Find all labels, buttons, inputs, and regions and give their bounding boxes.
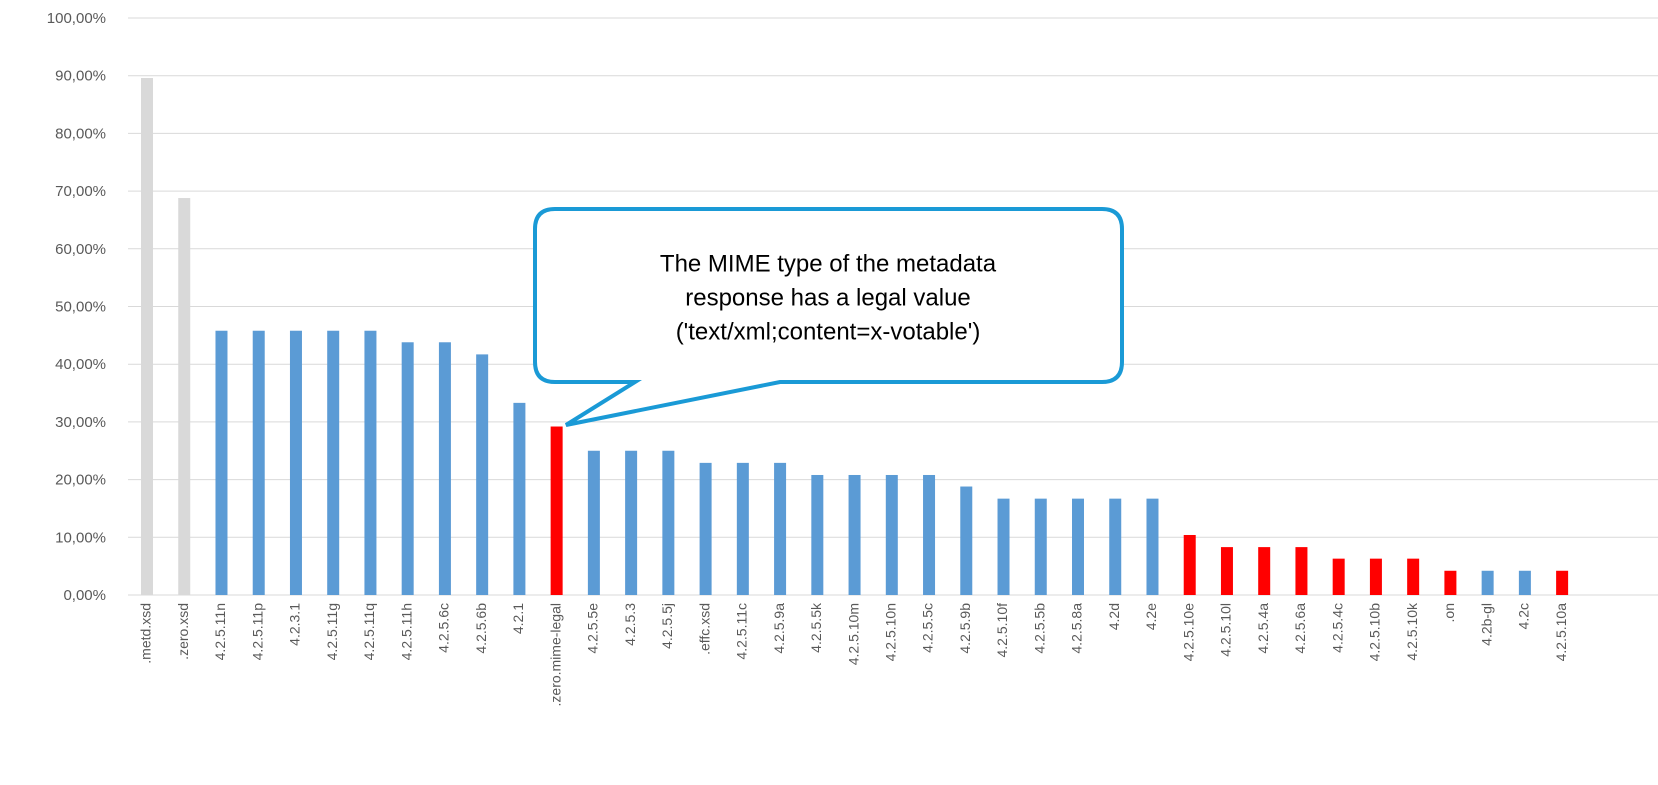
bar [1183, 534, 1196, 595]
x-tick-label: 4.2.5.5e [585, 603, 601, 654]
bar [252, 330, 265, 595]
bar [1518, 570, 1531, 595]
bar [1556, 570, 1569, 595]
bar [1146, 498, 1159, 595]
x-tick-label: .zero.mime-legal [547, 603, 563, 706]
x-tick-label: 4.2.3.1 [287, 603, 303, 646]
x-tick-label: 4.2.5.11n [212, 603, 228, 660]
x-tick-label: 4.2.5.11q [361, 603, 377, 660]
x-tick-label: 4.2.5.11h [398, 603, 414, 660]
y-tick-label: 50,00% [55, 298, 106, 315]
callout-box [533, 207, 1124, 427]
bar [1481, 570, 1494, 595]
x-tick-label: 4.2.5.9a [771, 603, 787, 654]
bar [1369, 558, 1382, 595]
bar [997, 498, 1010, 595]
y-tick-label: 0,00% [63, 587, 106, 604]
bar [699, 462, 712, 595]
x-tick-label: 4.2.5.10n [883, 603, 899, 661]
bar [364, 330, 377, 595]
x-tick-label: 4.2.5.5c [920, 603, 936, 653]
bar [1444, 570, 1457, 595]
y-tick-label: 70,00% [55, 183, 106, 200]
x-tick-label: .zero.xsd [175, 603, 191, 660]
bar [1258, 547, 1271, 595]
x-tick-label: 4.2.5.10a [1553, 603, 1569, 662]
bar [141, 78, 153, 596]
x-tick-label: 4.2.5.11c [734, 603, 750, 660]
x-tick-label: 4.2.5.6a [1292, 603, 1308, 654]
bar [401, 342, 414, 595]
x-tick-label: .metd.xsd [138, 603, 154, 664]
bar [215, 330, 228, 595]
bar [1034, 498, 1047, 595]
x-tick-label: 4.2.5.10f [994, 603, 1010, 658]
x-tick-label: 4.2.5.10m [845, 603, 861, 665]
x-tick-label: 4.2b-gl [1478, 603, 1494, 646]
x-tick-label: 4.2.5.5b [1031, 603, 1047, 654]
x-tick-label: 4.2.5.3 [622, 603, 638, 646]
bar [178, 198, 191, 596]
bar [885, 474, 898, 595]
x-tick-label: 4.2.5.9b [957, 603, 973, 654]
x-tick-label: 4.2.1 [510, 603, 526, 634]
x-tick-label: 4.2.5.5j [659, 603, 675, 649]
bar [774, 462, 787, 595]
x-tick-label: 4.2.5.4c [1329, 603, 1345, 653]
x-tick-label: 4.2.5.8a [1069, 603, 1085, 654]
bar [1332, 558, 1345, 595]
x-tick-label: 4.2.5.10b [1367, 603, 1383, 662]
bar [1072, 498, 1084, 595]
x-tick-label: 4.2.5.11p [249, 603, 265, 661]
y-tick-label: 40,00% [55, 356, 106, 373]
x-tick-label: 4.2.5.5k [808, 602, 824, 653]
x-tick-label: .effc.xsd [696, 603, 712, 655]
labels: 0,00% 10,00% 20,00% 30,00% 40,00% 50,00% 60,00… [47, 10, 1569, 707]
bar [289, 330, 302, 595]
bar [1220, 547, 1233, 595]
annotation-line: ('text/xml;content=x-votable') [676, 318, 981, 345]
bar [327, 330, 340, 595]
bar [960, 486, 973, 595]
bar [848, 474, 861, 595]
bar [1295, 547, 1308, 595]
x-tick-label: 4.2.5.10k [1404, 602, 1420, 661]
x-tick-label: 4.2d [1106, 603, 1122, 630]
bar [513, 402, 526, 595]
bar [662, 450, 675, 595]
bar [476, 354, 489, 595]
bar [587, 450, 600, 595]
callout: The MIME type of the metadata response h… [533, 207, 1124, 427]
x-tick-label: 4.2.5.6b [473, 603, 489, 654]
x-tick-label: 4.2.5.11g [324, 603, 340, 660]
bar [550, 426, 563, 595]
bar [1407, 558, 1420, 595]
x-tick-label: 4.2c [1516, 603, 1532, 629]
y-tick-label: 80,00% [55, 125, 106, 142]
y-tick-label: 100,00% [47, 10, 106, 27]
bar [736, 462, 749, 595]
bar [923, 474, 936, 595]
bars [141, 78, 1569, 596]
annotation-line: response has a legal value [685, 284, 971, 311]
x-tick-label: .on [1441, 603, 1457, 622]
y-tick-label: 20,00% [55, 472, 106, 489]
x-tick-label: 4.2.5.10l [1218, 603, 1234, 657]
x-tick-label: 4.2e [1143, 603, 1159, 630]
y-tick-label: 30,00% [55, 414, 106, 431]
y-tick-label: 60,00% [55, 241, 106, 258]
y-tick-label: 10,00% [55, 529, 106, 546]
annotation-line: The MIME type of the metadata [660, 250, 997, 277]
bar [1109, 498, 1122, 595]
bar [811, 474, 824, 595]
x-tick-label: 4.2.5.10e [1180, 603, 1196, 662]
bar [438, 342, 451, 595]
bar [625, 450, 638, 595]
x-tick-label: 4.2.5.4a [1255, 603, 1271, 654]
x-tick-label: 4.2.5.6c [436, 603, 452, 653]
y-tick-label: 90,00% [55, 68, 106, 85]
